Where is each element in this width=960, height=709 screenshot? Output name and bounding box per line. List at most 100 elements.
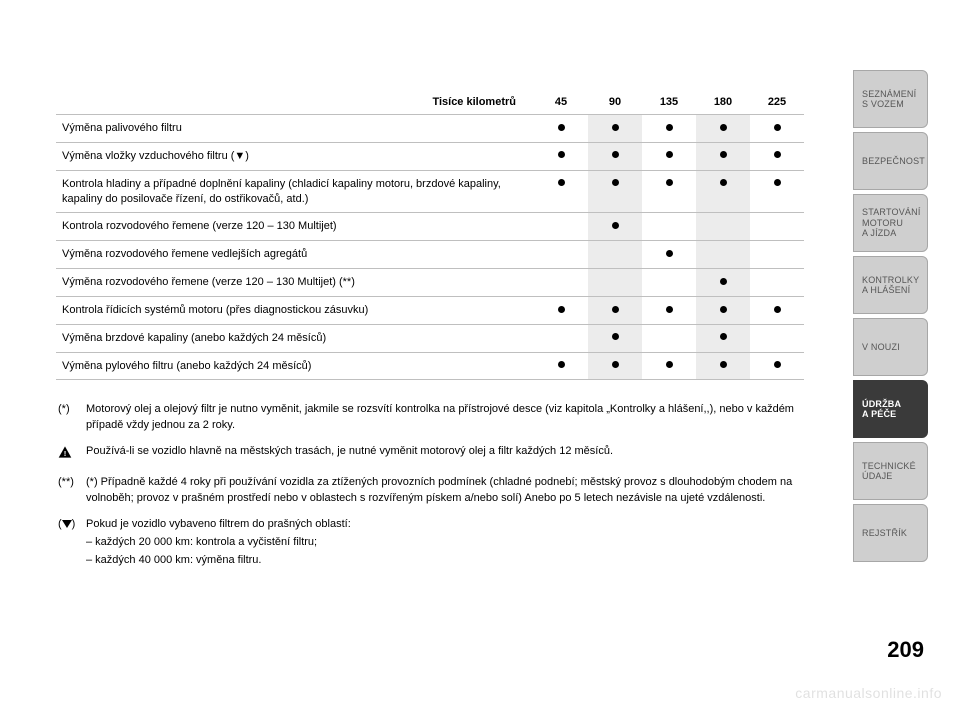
chapter-tab-label: STARTOVÁNÍ MOTORU A JÍZDA bbox=[862, 207, 921, 238]
chapter-tab[interactable]: ÚDRŽBA A PÉČE bbox=[853, 380, 928, 438]
table-cell bbox=[642, 115, 696, 143]
table-header-row: Tisíce kilometrů 45 90 135 180 225 bbox=[56, 90, 804, 115]
table-cell bbox=[750, 241, 804, 269]
maintenance-table: Tisíce kilometrů 45 90 135 180 225 Výměn… bbox=[56, 90, 804, 380]
table-cell bbox=[534, 213, 588, 241]
chapter-tab-label: ÚDRŽBA A PÉČE bbox=[862, 399, 901, 420]
table-row: Kontrola rozvodového řemene (verze 120 –… bbox=[56, 213, 804, 241]
table-cell bbox=[750, 142, 804, 170]
dot-icon bbox=[612, 124, 619, 131]
table-cell bbox=[696, 241, 750, 269]
table-cell bbox=[588, 142, 642, 170]
footnote-text: Motorový olej a olejový filtr je nutno v… bbox=[86, 402, 804, 434]
table-cell bbox=[696, 170, 750, 213]
table-header-col: 135 bbox=[642, 90, 696, 115]
page-number: 209 bbox=[887, 637, 924, 663]
table-cell bbox=[588, 241, 642, 269]
table-row: Výměna brzdové kapaliny (anebo každých 2… bbox=[56, 324, 804, 352]
dot-icon bbox=[720, 124, 727, 131]
table-row: Výměna pylového filtru (anebo každých 24… bbox=[56, 352, 804, 380]
table-row-label: Výměna rozvodového řemene vedlejších agr… bbox=[56, 241, 534, 269]
footnote-text: Pokud je vozidlo vybaveno filtrem do pra… bbox=[86, 517, 804, 569]
table-cell bbox=[534, 269, 588, 297]
table-header-col: 180 bbox=[696, 90, 750, 115]
dot-icon bbox=[666, 124, 673, 131]
svg-text:!: ! bbox=[64, 450, 67, 459]
table-row-label: Výměna pylového filtru (anebo každých 24… bbox=[56, 352, 534, 380]
table-row: Výměna rozvodového řemene (verze 120 – 1… bbox=[56, 269, 804, 297]
chapter-tab-label: KONTROLKY A HLÁŠENÍ bbox=[862, 275, 919, 296]
dot-icon bbox=[774, 124, 781, 131]
table-cell bbox=[750, 269, 804, 297]
chapter-tab[interactable]: REJSTŘÍK bbox=[853, 504, 928, 562]
table-cell bbox=[534, 352, 588, 380]
dot-icon bbox=[666, 306, 673, 313]
table-cell bbox=[534, 170, 588, 213]
table-cell bbox=[642, 170, 696, 213]
table-row: Výměna palivového filtru bbox=[56, 115, 804, 143]
footnote-text: (*) Případně každé 4 roky při používání … bbox=[86, 475, 804, 507]
table-cell bbox=[750, 115, 804, 143]
table-cell bbox=[750, 324, 804, 352]
warning-icon: ! bbox=[56, 444, 86, 465]
table-cell bbox=[588, 296, 642, 324]
chapter-tab-label: SEZNÁMENÍ S VOZEM bbox=[862, 89, 916, 110]
table-cell bbox=[750, 352, 804, 380]
footnote-line: Pokud je vozidlo vybaveno filtrem do pra… bbox=[86, 518, 351, 530]
chapter-tab-label: V NOUZI bbox=[862, 342, 900, 352]
table-cell bbox=[642, 241, 696, 269]
dot-icon bbox=[720, 151, 727, 158]
chapter-tab[interactable]: V NOUZI bbox=[853, 318, 928, 376]
dot-icon bbox=[720, 278, 727, 285]
table-cell bbox=[642, 213, 696, 241]
dot-icon bbox=[720, 333, 727, 340]
triangle-down-icon bbox=[62, 520, 72, 528]
dot-icon bbox=[558, 179, 565, 186]
table-row-label: Kontrola rozvodového řemene (verze 120 –… bbox=[56, 213, 534, 241]
table-cell bbox=[642, 269, 696, 297]
dot-icon bbox=[666, 250, 673, 257]
table-cell bbox=[534, 241, 588, 269]
manual-page: Tisíce kilometrů 45 90 135 180 225 Výměn… bbox=[0, 0, 960, 709]
table-cell bbox=[696, 269, 750, 297]
table-cell bbox=[696, 324, 750, 352]
chapter-tab[interactable]: KONTROLKY A HLÁŠENÍ bbox=[853, 256, 928, 314]
table-cell bbox=[696, 213, 750, 241]
table-row: Kontrola hladiny a případné doplnění kap… bbox=[56, 170, 804, 213]
chapter-tab[interactable]: STARTOVÁNÍ MOTORU A JÍZDA bbox=[853, 194, 928, 252]
table-header-col: 45 bbox=[534, 90, 588, 115]
footnote-mark: () bbox=[56, 517, 86, 569]
dot-icon bbox=[774, 151, 781, 158]
table-cell bbox=[588, 213, 642, 241]
dot-icon bbox=[612, 222, 619, 229]
footnotes: (*) Motorový olej a olejový filtr je nut… bbox=[56, 402, 804, 569]
table-row-label: Výměna brzdové kapaliny (anebo každých 2… bbox=[56, 324, 534, 352]
chapter-tab[interactable]: BEZPEČNOST bbox=[853, 132, 928, 190]
dot-icon bbox=[666, 179, 673, 186]
dot-icon bbox=[774, 306, 781, 313]
table-cell bbox=[588, 352, 642, 380]
table-cell bbox=[642, 142, 696, 170]
footnote: (**) (*) Případně každé 4 roky při použí… bbox=[56, 475, 804, 507]
dot-icon bbox=[720, 361, 727, 368]
footnote: (*) Motorový olej a olejový filtr je nut… bbox=[56, 402, 804, 434]
table-cell bbox=[642, 352, 696, 380]
table-cell bbox=[642, 324, 696, 352]
chapter-tab[interactable]: TECHNICKÉ ÚDAJE bbox=[853, 442, 928, 500]
table-row-label: Výměna rozvodového řemene (verze 120 – 1… bbox=[56, 269, 534, 297]
table-header-col: 90 bbox=[588, 90, 642, 115]
table-cell bbox=[696, 296, 750, 324]
dot-icon bbox=[720, 179, 727, 186]
chapter-tab[interactable]: SEZNÁMENÍ S VOZEM bbox=[853, 70, 928, 128]
table-cell bbox=[696, 115, 750, 143]
table-row: Výměna vložky vzduchového filtru (▼) bbox=[56, 142, 804, 170]
dot-icon bbox=[666, 361, 673, 368]
table-cell bbox=[750, 170, 804, 213]
table-row-label: Výměna palivového filtru bbox=[56, 115, 534, 143]
chapter-tab-label: TECHNICKÉ ÚDAJE bbox=[862, 461, 916, 482]
table-cell bbox=[642, 296, 696, 324]
table-row-label: Výměna vložky vzduchového filtru (▼) bbox=[56, 142, 534, 170]
watermark: carmanualsonline.info bbox=[795, 685, 942, 701]
table-cell bbox=[534, 142, 588, 170]
table-row-label: Kontrola hladiny a případné doplnění kap… bbox=[56, 170, 534, 213]
